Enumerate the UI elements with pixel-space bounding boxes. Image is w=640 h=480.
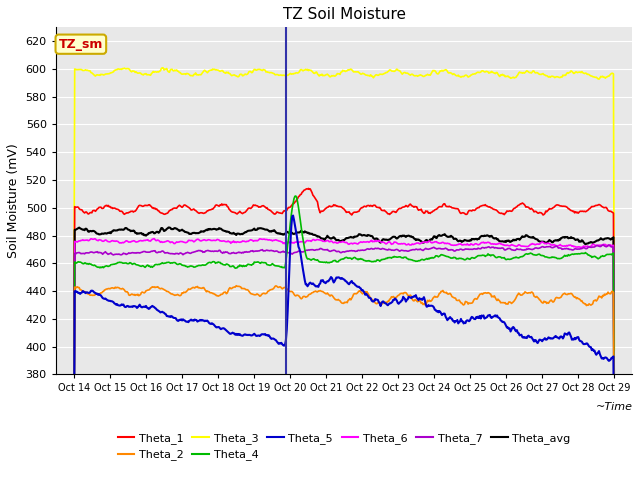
Text: ~Time: ~Time [595,402,632,412]
Text: TZ_sm: TZ_sm [59,38,103,51]
Legend: Theta_1, Theta_2, Theta_3, Theta_4, Theta_5, Theta_6, Theta_7, Theta_avg: Theta_1, Theta_2, Theta_3, Theta_4, Thet… [113,429,575,465]
Y-axis label: Soil Moisture (mV): Soil Moisture (mV) [7,144,20,258]
Title: TZ Soil Moisture: TZ Soil Moisture [283,7,406,22]
